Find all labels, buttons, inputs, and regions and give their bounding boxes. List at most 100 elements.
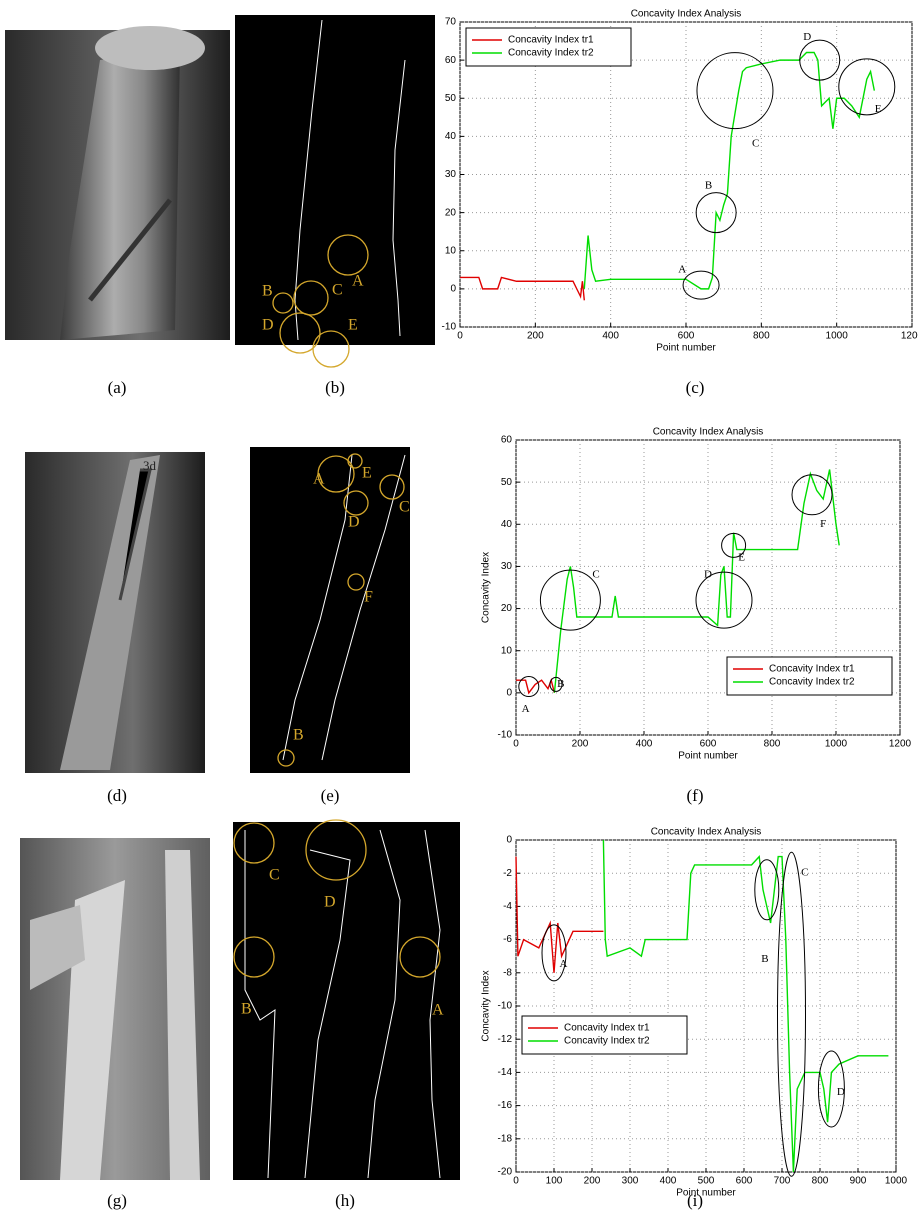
region-label: B <box>262 283 273 300</box>
xray-g <box>20 838 210 1180</box>
y-tick-label: 10 <box>445 245 457 256</box>
y-tick-label: -2 <box>503 868 512 879</box>
x-tick-label: 1200 <box>901 331 918 342</box>
annotation-label: A <box>522 703 530 715</box>
y-tick-label: 10 <box>501 645 513 656</box>
y-tick-label: -10 <box>498 730 513 741</box>
annotation-label: F <box>820 518 826 530</box>
legend-label: Concavity Index tr2 <box>564 1036 650 1047</box>
region-label: A <box>352 273 364 290</box>
x-tick-label: 100 <box>546 1176 563 1187</box>
annotation-label: C <box>752 138 759 150</box>
y-tick-label: 50 <box>445 93 457 104</box>
y-tick-label: 0 <box>506 687 512 698</box>
region-label: C <box>269 867 280 884</box>
y-tick-label: -8 <box>503 967 512 978</box>
region-label: C <box>332 282 343 299</box>
handwriting: 3d <box>143 458 157 473</box>
y-tick-label: -16 <box>498 1100 513 1111</box>
caption: (g) <box>107 1191 127 1210</box>
y-tick-label: 20 <box>445 207 457 218</box>
region-label: D <box>262 317 274 334</box>
legend-label: Concavity Index tr1 <box>769 664 855 675</box>
y-tick-label: 60 <box>501 435 513 446</box>
xray-a <box>5 26 230 340</box>
region-label: F <box>364 589 373 606</box>
x-tick-label: 800 <box>764 739 781 750</box>
y-axis-label: Concavity Index <box>481 970 492 1041</box>
y-tick-label: 0 <box>450 284 456 295</box>
annotation-label: E <box>738 552 745 564</box>
x-tick-label: 400 <box>602 331 619 342</box>
x-tick-label: 0 <box>457 331 463 342</box>
y-tick-label: 30 <box>445 169 457 180</box>
caption: (f) <box>687 786 704 805</box>
x-tick-label: 600 <box>700 739 717 750</box>
xray-d: 3d <box>25 452 205 773</box>
caption: (b) <box>325 378 345 397</box>
region-label: D <box>348 514 360 531</box>
region-label: B <box>293 727 304 744</box>
y-tick-label: -4 <box>503 901 512 912</box>
region-label: C <box>399 499 410 516</box>
x-tick-label: 800 <box>753 331 770 342</box>
chart-title: Concavity Index Analysis <box>631 9 742 20</box>
x-tick-label: 400 <box>636 739 653 750</box>
y-tick-label: -12 <box>498 1034 513 1045</box>
edge-map-e: E A D C F B <box>250 447 410 773</box>
x-axis-label: Point number <box>678 751 738 762</box>
x-tick-label: 0 <box>513 739 519 750</box>
y-tick-label: 30 <box>501 561 513 572</box>
caption: (e) <box>321 786 340 805</box>
legend-label: Concavity Index tr2 <box>508 48 594 59</box>
y-tick-label: 40 <box>445 131 457 142</box>
x-tick-label: 600 <box>736 1176 753 1187</box>
annotation-label: B <box>761 953 768 965</box>
y-tick-label: -10 <box>442 322 457 333</box>
edge-map-h: C D B A <box>233 820 460 1180</box>
y-tick-label: -10 <box>498 1001 513 1012</box>
y-tick-label: -18 <box>498 1133 513 1144</box>
annotation-label: E <box>875 103 882 115</box>
legend-label: Concavity Index tr1 <box>564 1023 650 1034</box>
annotation-label: C <box>801 867 808 879</box>
chart-title: Concavity Index Analysis <box>651 827 762 838</box>
region-label: A <box>432 1002 444 1019</box>
caption: (a) <box>108 378 127 397</box>
x-tick-label: 1000 <box>885 1176 908 1187</box>
x-tick-label: 700 <box>774 1176 791 1187</box>
x-tick-label: 200 <box>572 739 589 750</box>
region-label: E <box>348 317 358 334</box>
x-tick-label: 500 <box>698 1176 715 1187</box>
y-tick-label: -6 <box>503 934 512 945</box>
x-tick-label: 800 <box>812 1176 829 1187</box>
figure: A B C D E 3d E A D C F B <box>0 0 918 1221</box>
x-axis-label: Point number <box>676 1188 736 1199</box>
x-tick-label: 200 <box>527 331 544 342</box>
x-tick-label: 600 <box>678 331 695 342</box>
y-axis-label: Concavity Index <box>481 552 492 623</box>
y-tick-label: 50 <box>501 477 513 488</box>
annotation-label: D <box>837 1086 845 1098</box>
annotation-label: B <box>705 179 712 191</box>
x-tick-label: 400 <box>660 1176 677 1187</box>
y-tick-label: -14 <box>498 1067 513 1078</box>
x-tick-label: 1000 <box>826 331 849 342</box>
y-tick-label: 0 <box>506 835 512 846</box>
region-label: D <box>324 894 336 911</box>
x-tick-label: 1000 <box>825 739 848 750</box>
region-label: B <box>241 1001 252 1018</box>
region-label: E <box>362 465 372 482</box>
x-tick-label: 200 <box>584 1176 601 1187</box>
region-label: A <box>313 471 325 488</box>
y-axis-label: Concavity Index <box>425 139 436 210</box>
annotation-label: B <box>557 678 564 690</box>
caption: (h) <box>335 1191 355 1210</box>
edge-map-b: A B C D E <box>235 15 435 367</box>
x-tick-label: 1200 <box>889 739 912 750</box>
y-tick-label: 70 <box>445 17 457 28</box>
x-tick-label: 300 <box>622 1176 639 1187</box>
legend-label: Concavity Index tr1 <box>508 35 594 46</box>
annotation-label: D <box>803 31 811 43</box>
caption: (d) <box>107 786 127 805</box>
